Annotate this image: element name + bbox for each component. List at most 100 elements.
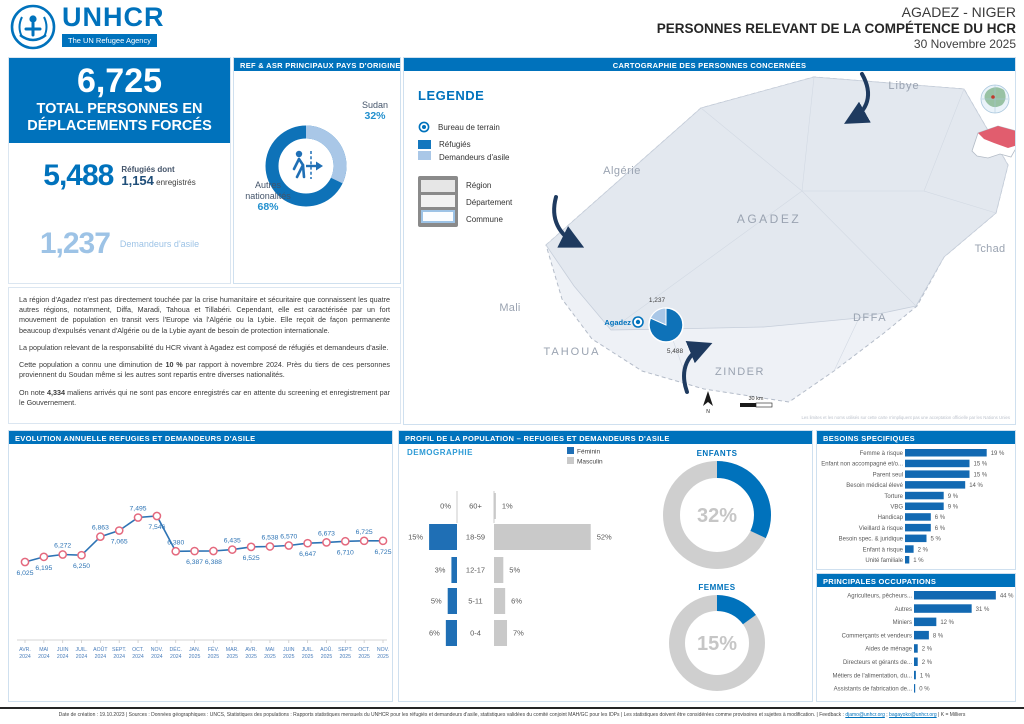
narrative-paragraph-1: La région d'Agadez n'est pas directement… <box>19 295 390 335</box>
movement-arrow <box>552 195 585 248</box>
feedback-email-1[interactable]: djamo@unhcr.org <box>845 712 885 718</box>
profile-charts: DEMOGRAPHIE Féminin Masculin 60+ 0% 1% 18-59 15… <box>407 447 771 691</box>
place-label: Mali <box>499 302 520 314</box>
pyramid-bar-female <box>451 557 457 583</box>
legend-title: LEGENDE <box>418 88 485 103</box>
svg-text:2024: 2024 <box>19 654 31 660</box>
data-point-label: 6,195 <box>35 565 52 572</box>
male-pct-label: 6% <box>511 597 522 606</box>
need-bar <box>905 459 970 468</box>
female-pct-label: 5% <box>431 597 442 606</box>
evolution-panel: EVOLUTION ANNUELLE REFUGIES ET DEMANDEUR… <box>8 430 393 702</box>
data-point-label: 6,025 <box>16 570 33 577</box>
legend-admin-levels: Région Département Commune <box>418 176 512 227</box>
need-value: 6 % <box>935 526 946 532</box>
origin-slice-autres: Autres nationalités 68% <box>245 180 291 213</box>
need-value: 5 % <box>931 537 942 543</box>
data-point <box>133 513 143 522</box>
x-tick-label: DÉC. <box>170 646 182 653</box>
map-panel-title: CARTOGRAPHIE DES PERSONNES CONCERNÉES <box>404 58 1015 71</box>
data-point-label: 6,388 <box>205 559 222 566</box>
pyramid-bar-male <box>494 493 496 519</box>
specific-needs-panel: BESOINS SPECIFIQUES Femme à risque 19 % En… <box>816 430 1016 570</box>
data-point <box>39 552 49 562</box>
x-tick-label: MAI <box>265 647 274 653</box>
data-point <box>171 546 181 556</box>
data-point <box>58 550 68 559</box>
x-tick-label: AVR. <box>245 647 257 653</box>
svg-text:2024: 2024 <box>113 654 125 660</box>
enfants-donut-arc <box>663 461 771 569</box>
need-label: Handicap <box>878 515 904 521</box>
pyramid-bar-female <box>445 620 457 646</box>
footer-divider <box>0 707 1024 709</box>
occupation-label: Assistants de fabrication de... <box>834 687 913 693</box>
pyramid-bar-male <box>494 524 591 550</box>
x-tick-label: JUIL. <box>302 647 314 653</box>
x-tick-label: FÉV. <box>208 646 219 653</box>
movement-arrow <box>682 341 713 394</box>
map-legend: LEGENDE Bureau de terrain Réfugiés Deman… <box>418 88 512 227</box>
occupation-value: 0 % <box>919 687 930 693</box>
origin-slice-light <box>265 125 347 207</box>
need-bar <box>905 470 970 478</box>
data-point-label: 6,725 <box>356 529 373 536</box>
logo-wordmark: UNHCR <box>62 2 165 32</box>
narrative-paragraph-4: On note 4,334 maliens arrivés qui ne son… <box>19 387 390 407</box>
map-pie-asylum <box>649 307 667 326</box>
narrative-paragraph-2: La population relevant de la responsabil… <box>19 342 389 352</box>
legend-refugees: Réfugiés <box>418 140 512 149</box>
age-group-label: 12-17 <box>466 566 485 575</box>
occupation-value: 1 % <box>920 673 931 679</box>
x-tick-label: AOÛT <box>93 646 108 653</box>
x-tick-label: OCT. <box>358 647 370 653</box>
age-group-label: 5-11 <box>468 597 482 606</box>
place-label: Algérie <box>603 165 641 177</box>
femmes-donut-arc <box>669 595 765 691</box>
svg-text:2025: 2025 <box>321 654 333 660</box>
enfants-donut-value: 32% <box>697 505 737 527</box>
data-point <box>20 557 30 567</box>
data-point-label: 6,570 <box>280 534 297 541</box>
pyramid-bar-male <box>494 620 508 646</box>
femmes-donut-value: 15% <box>697 633 737 655</box>
svg-text:2024: 2024 <box>57 654 69 660</box>
header: UNHCR The UN Refugee Agency AGADEZ - NIG… <box>0 0 1024 54</box>
data-point <box>359 536 369 546</box>
page-region: AGADEZ - NIGER <box>901 4 1016 20</box>
data-point-label: 6,673 <box>318 530 335 537</box>
male-pct-label: 7% <box>513 629 524 638</box>
occupation-value: 31 % <box>976 607 990 613</box>
need-bar <box>905 481 966 489</box>
data-point-label: 6,387 <box>186 559 203 566</box>
north-arrow-icon <box>703 391 713 406</box>
map-canvas[interactable]: Libye Algérie AGADEZ Tchad Mali TAHOUA ZINDER D… <box>404 71 1015 424</box>
data-point-label: 6,538 <box>261 534 278 541</box>
occupation-label: Commerçants et vendeurs <box>842 633 912 639</box>
feedback-email-2[interactable]: bagayoko@unhcr.org <box>889 712 937 718</box>
legend-female-swatch <box>567 447 574 454</box>
x-tick-label: AOÛ. <box>320 646 333 653</box>
need-label: VBG <box>890 505 903 511</box>
legend-male-swatch <box>567 457 574 464</box>
svg-text:2024: 2024 <box>151 654 163 660</box>
occupation-label: Métiers de l'alimentation, du... <box>832 673 912 679</box>
origin-panel-title: REF & ASR PRINCIPAUX PAYS D'ORIGINE <box>234 58 400 71</box>
profile-panel-title: PROFIL DE LA POPULATION – REFUGIES ET DE… <box>399 431 812 444</box>
data-point-label: 6,647 <box>299 551 316 558</box>
need-value: 9 % <box>948 494 959 500</box>
x-tick-label: SEPT. <box>338 647 352 653</box>
summary-panel: 6,725 TOTAL PERSONNES EN DÉPLACEMENTS FO… <box>8 57 231 284</box>
asylum-swatch <box>418 151 431 160</box>
asylum-number: 1,237 <box>39 227 111 260</box>
svg-text:2025: 2025 <box>226 654 238 660</box>
need-label: Femme à risque <box>860 451 904 457</box>
occupations-panel: PRINCIPALES OCCUPATIONS Agriculteurs, pê… <box>816 573 1016 702</box>
occupation-bar <box>914 684 916 693</box>
occupation-bar <box>914 644 918 653</box>
x-tick-label: SEPT. <box>112 647 126 653</box>
female-pct-label: 0% <box>440 502 451 511</box>
x-tick-label: NOV. <box>151 647 163 653</box>
pyramid-bar-female <box>429 524 457 550</box>
